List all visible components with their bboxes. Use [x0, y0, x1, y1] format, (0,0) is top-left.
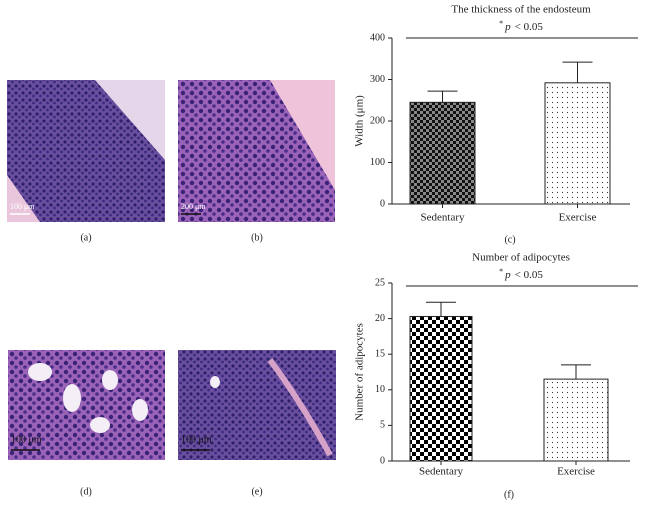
- sig-text: < 0.05: [515, 269, 544, 281]
- chart-title: Number of adipocytes: [472, 252, 570, 264]
- scale-bar-label: 200 μm: [181, 202, 206, 211]
- x-tick-label: Exercise: [557, 466, 595, 478]
- sig-symbol: p: [504, 21, 511, 33]
- bar: [409, 315, 473, 462]
- significance: * p < 0.05: [499, 267, 543, 281]
- scale-bar-label: 100 μm: [10, 202, 35, 211]
- panel-label: (e): [251, 486, 262, 497]
- panel-label: (b): [251, 232, 263, 243]
- micrograph-a: [7, 80, 165, 222]
- y-tick-label: 10: [375, 384, 385, 395]
- sig-marker: *: [499, 267, 503, 276]
- x-tick-label: Sedentary: [419, 466, 463, 478]
- sig-symbol: p: [504, 269, 511, 281]
- sig-text: < 0.05: [515, 21, 544, 33]
- micrograph-e: [178, 350, 336, 460]
- bar: [409, 101, 476, 205]
- panel-label: (f): [504, 489, 514, 500]
- micrograph-b: [178, 80, 335, 222]
- y-tick-label: 400: [370, 32, 385, 43]
- scale-bar-label: 100 μm: [181, 434, 212, 445]
- chart-title: The thickness of the endosteum: [451, 4, 591, 16]
- y-tick-label: 25: [375, 277, 385, 288]
- y-tick-label: 200: [370, 115, 385, 126]
- y-axis-label: Number of adipocytes: [354, 323, 366, 421]
- bar: [544, 82, 611, 205]
- y-tick-label: 0: [380, 198, 385, 209]
- panel-label: (c): [504, 234, 515, 245]
- y-tick-label: 0: [380, 455, 385, 466]
- micrograph-d: [8, 350, 165, 460]
- significance: * p < 0.05: [499, 19, 543, 33]
- y-tick-label: 100: [370, 157, 385, 168]
- y-axis-label: Width (μm): [354, 95, 366, 147]
- y-tick-label: 15: [375, 348, 385, 359]
- panel-label: (d): [80, 486, 92, 497]
- sig-marker: *: [499, 19, 503, 28]
- y-tick-label: 300: [370, 74, 385, 85]
- bar: [543, 378, 609, 462]
- scale-bar-label: 100 μm: [11, 434, 42, 445]
- y-tick-label: 5: [380, 420, 385, 431]
- x-tick-label: Exercise: [559, 212, 597, 224]
- x-tick-label: Sedentary: [421, 212, 465, 224]
- y-tick-label: 20: [375, 313, 385, 324]
- panel-label: (a): [80, 232, 91, 243]
